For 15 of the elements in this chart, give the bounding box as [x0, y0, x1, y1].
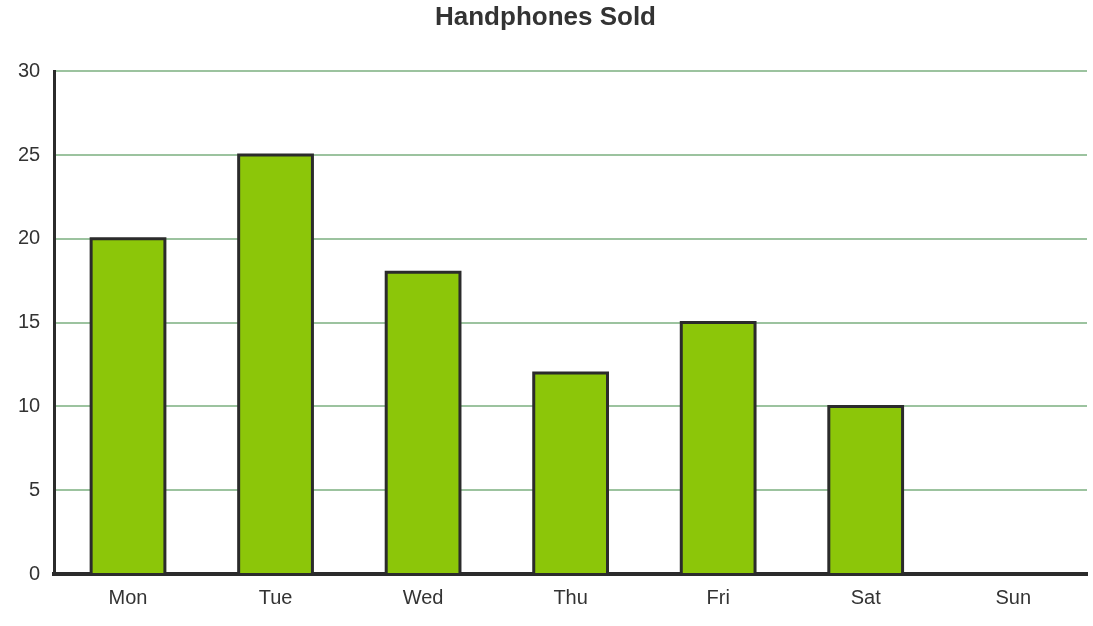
y-tick-label: 30 [18, 58, 41, 81]
y-tick-label: 0 [29, 561, 41, 584]
chart-title: Handphones Sold [435, 0, 656, 31]
x-tick-label: Fri [706, 585, 730, 608]
x-tick-label: Tue [258, 585, 293, 608]
x-tick-label: Mon [108, 585, 148, 608]
x-tick-label: Wed [402, 585, 444, 608]
y-tick-label: 10 [18, 393, 41, 416]
y-tick-label: 5 [29, 477, 41, 500]
x-tick-label: Sat [850, 585, 882, 608]
x-tick-label: Sun [995, 585, 1032, 608]
y-tick-label: 20 [18, 226, 41, 249]
y-tick-label: 15 [18, 310, 41, 333]
x-tick-label: Thu [553, 585, 588, 608]
y-tick-label: 25 [18, 142, 41, 165]
